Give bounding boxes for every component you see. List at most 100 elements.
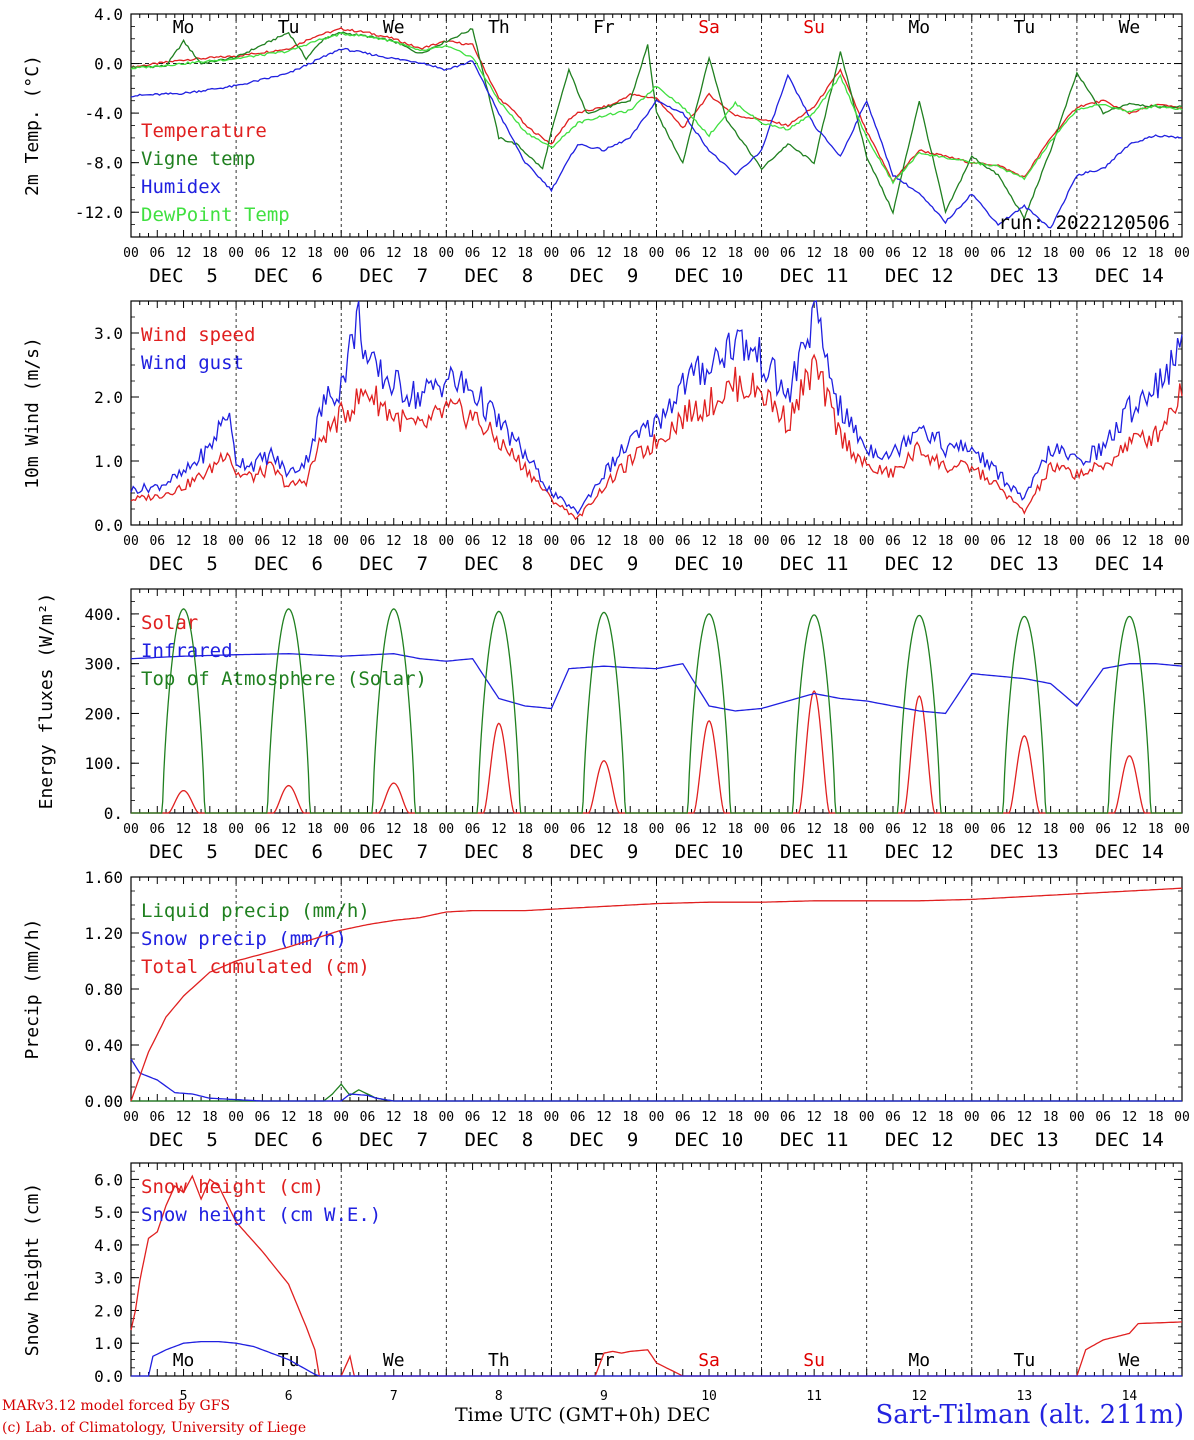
x-hour-label: 06 [570, 822, 586, 837]
x-hour-label: 12 [176, 1110, 192, 1125]
x-hour-label: 00 [544, 534, 560, 549]
x-hour-label: 12 [386, 534, 402, 549]
x-hour-label: 00 [1069, 534, 1085, 549]
x-hour-label: 00 [438, 534, 454, 549]
x-hour-label: 18 [727, 822, 743, 837]
x-date-label: DEC 13 [990, 841, 1059, 863]
x-date-label: DEC 14 [1095, 841, 1164, 863]
x-hour-label: 18 [1043, 1110, 1059, 1125]
bottom-day-number: 13 [1017, 1389, 1033, 1404]
y-tick-label: 0.40 [84, 1036, 123, 1055]
x-hour-label: 00 [964, 1110, 980, 1125]
x-hour-label: 12 [596, 534, 612, 549]
x-date-label: DEC 8 [465, 553, 534, 575]
x-hour-label: 18 [833, 246, 849, 261]
x-hour-label: 12 [911, 246, 927, 261]
x-hour-label: 00 [123, 246, 139, 261]
x-hour-label: 12 [386, 1110, 402, 1125]
x-hour-label: 12 [281, 1110, 297, 1125]
x-hour-label: 00 [123, 822, 139, 837]
x-date-label: DEC 11 [780, 1129, 849, 1151]
x-hour-label: 18 [938, 534, 954, 549]
x-hour-label: 18 [1148, 822, 1164, 837]
x-date-label: DEC 13 [990, 553, 1059, 575]
x-hour-label: 06 [149, 822, 165, 837]
model-credit: MARv3.12 model forced by GFS [2, 1398, 231, 1414]
x-date-label: DEC 5 [149, 841, 218, 863]
x-hour-label: 06 [149, 534, 165, 549]
x-hour-label: 00 [964, 822, 980, 837]
x-hour-label: 18 [622, 822, 638, 837]
x-hour-label: 06 [885, 822, 901, 837]
y-tick-label: 1.20 [84, 924, 123, 943]
x-hour-label: 12 [911, 1110, 927, 1125]
x-date-label: DEC 7 [359, 1129, 428, 1151]
x-hour-label: 06 [1095, 1110, 1111, 1125]
x-date-label: DEC 6 [254, 265, 323, 287]
y-tick-label: 0.0 [94, 1367, 123, 1386]
bottom-day-number: 14 [1122, 1389, 1138, 1404]
x-hour-label: 00 [859, 822, 875, 837]
x-hour-label: 00 [649, 246, 665, 261]
x-hour-label: 18 [1043, 822, 1059, 837]
x-hour-label: 06 [360, 822, 376, 837]
x-date-label: DEC 6 [254, 841, 323, 863]
x-date-label: DEC 7 [359, 265, 428, 287]
y-tick-label: -4.0 [84, 104, 123, 123]
x-hour-label: 12 [281, 246, 297, 261]
x-hour-label: 18 [727, 534, 743, 549]
x-date-label: DEC 7 [359, 553, 428, 575]
legend-entry: Temperature [141, 120, 267, 142]
weekday-label: Su [803, 17, 825, 38]
x-hour-label: 12 [491, 534, 507, 549]
x-date-label: DEC 14 [1095, 553, 1164, 575]
x-hour-label: 18 [517, 246, 533, 261]
x-date-label: DEC 12 [885, 1129, 954, 1151]
weekday-label: Mo [173, 1350, 195, 1371]
y-tick-label: 0.00 [84, 1092, 123, 1111]
legend-entry: Snow precip (mm/h) [141, 928, 347, 950]
x-hour-label: 12 [1017, 822, 1033, 837]
x-hour-label: 18 [622, 534, 638, 549]
x-hour-label: 12 [911, 534, 927, 549]
weekday-label: Mo [908, 1350, 930, 1371]
x-hour-label: 00 [859, 1110, 875, 1125]
x-hour-label: 12 [701, 534, 717, 549]
x-hour-label: 18 [412, 822, 428, 837]
y-tick-label: 4.0 [94, 1236, 123, 1255]
y-tick-label: 1.60 [84, 868, 123, 887]
x-hour-label: 06 [255, 246, 271, 261]
series-line-dewpoint-temp [130, 31, 1183, 185]
x-hour-label: 00 [1174, 822, 1190, 837]
x-hour-label: 06 [255, 534, 271, 549]
bottom-day-number: 9 [600, 1389, 608, 1404]
station-name: Sart-Tilman (alt. 211m) [875, 1400, 1184, 1430]
x-hour-label: 12 [1017, 1110, 1033, 1125]
bottom-x-axis-unit: DEC [666, 1404, 711, 1426]
x-hour-label: 18 [1148, 534, 1164, 549]
weekday-label: We [383, 1350, 405, 1371]
x-hour-label: 06 [675, 822, 691, 837]
weekday-label: Tu [278, 17, 300, 38]
weekday-label: Sa [698, 17, 720, 38]
series-line-temperature [130, 27, 1183, 184]
x-hour-label: 06 [1095, 534, 1111, 549]
x-hour-label: 18 [1043, 246, 1059, 261]
x-hour-label: 12 [176, 534, 192, 549]
legend-entry: Snow height (cm) [141, 1176, 324, 1198]
y-tick-label: 3.0 [94, 324, 123, 343]
x-hour-label: 18 [727, 246, 743, 261]
y-axis-label: 10m Wind (m/s) [22, 337, 43, 489]
bottom-day-number: 5 [180, 1389, 188, 1404]
x-hour-label: 12 [596, 246, 612, 261]
legend-entry: Infrared [141, 640, 233, 662]
x-hour-label: 18 [833, 1110, 849, 1125]
x-hour-label: 06 [149, 246, 165, 261]
x-hour-label: 06 [780, 534, 796, 549]
x-date-label: DEC 5 [149, 553, 218, 575]
x-date-label: DEC 12 [885, 265, 954, 287]
x-hour-label: 12 [1122, 822, 1138, 837]
x-hour-label: 06 [885, 534, 901, 549]
legend-entry: DewPoint Temp [141, 204, 290, 226]
x-hour-label: 00 [123, 1110, 139, 1125]
